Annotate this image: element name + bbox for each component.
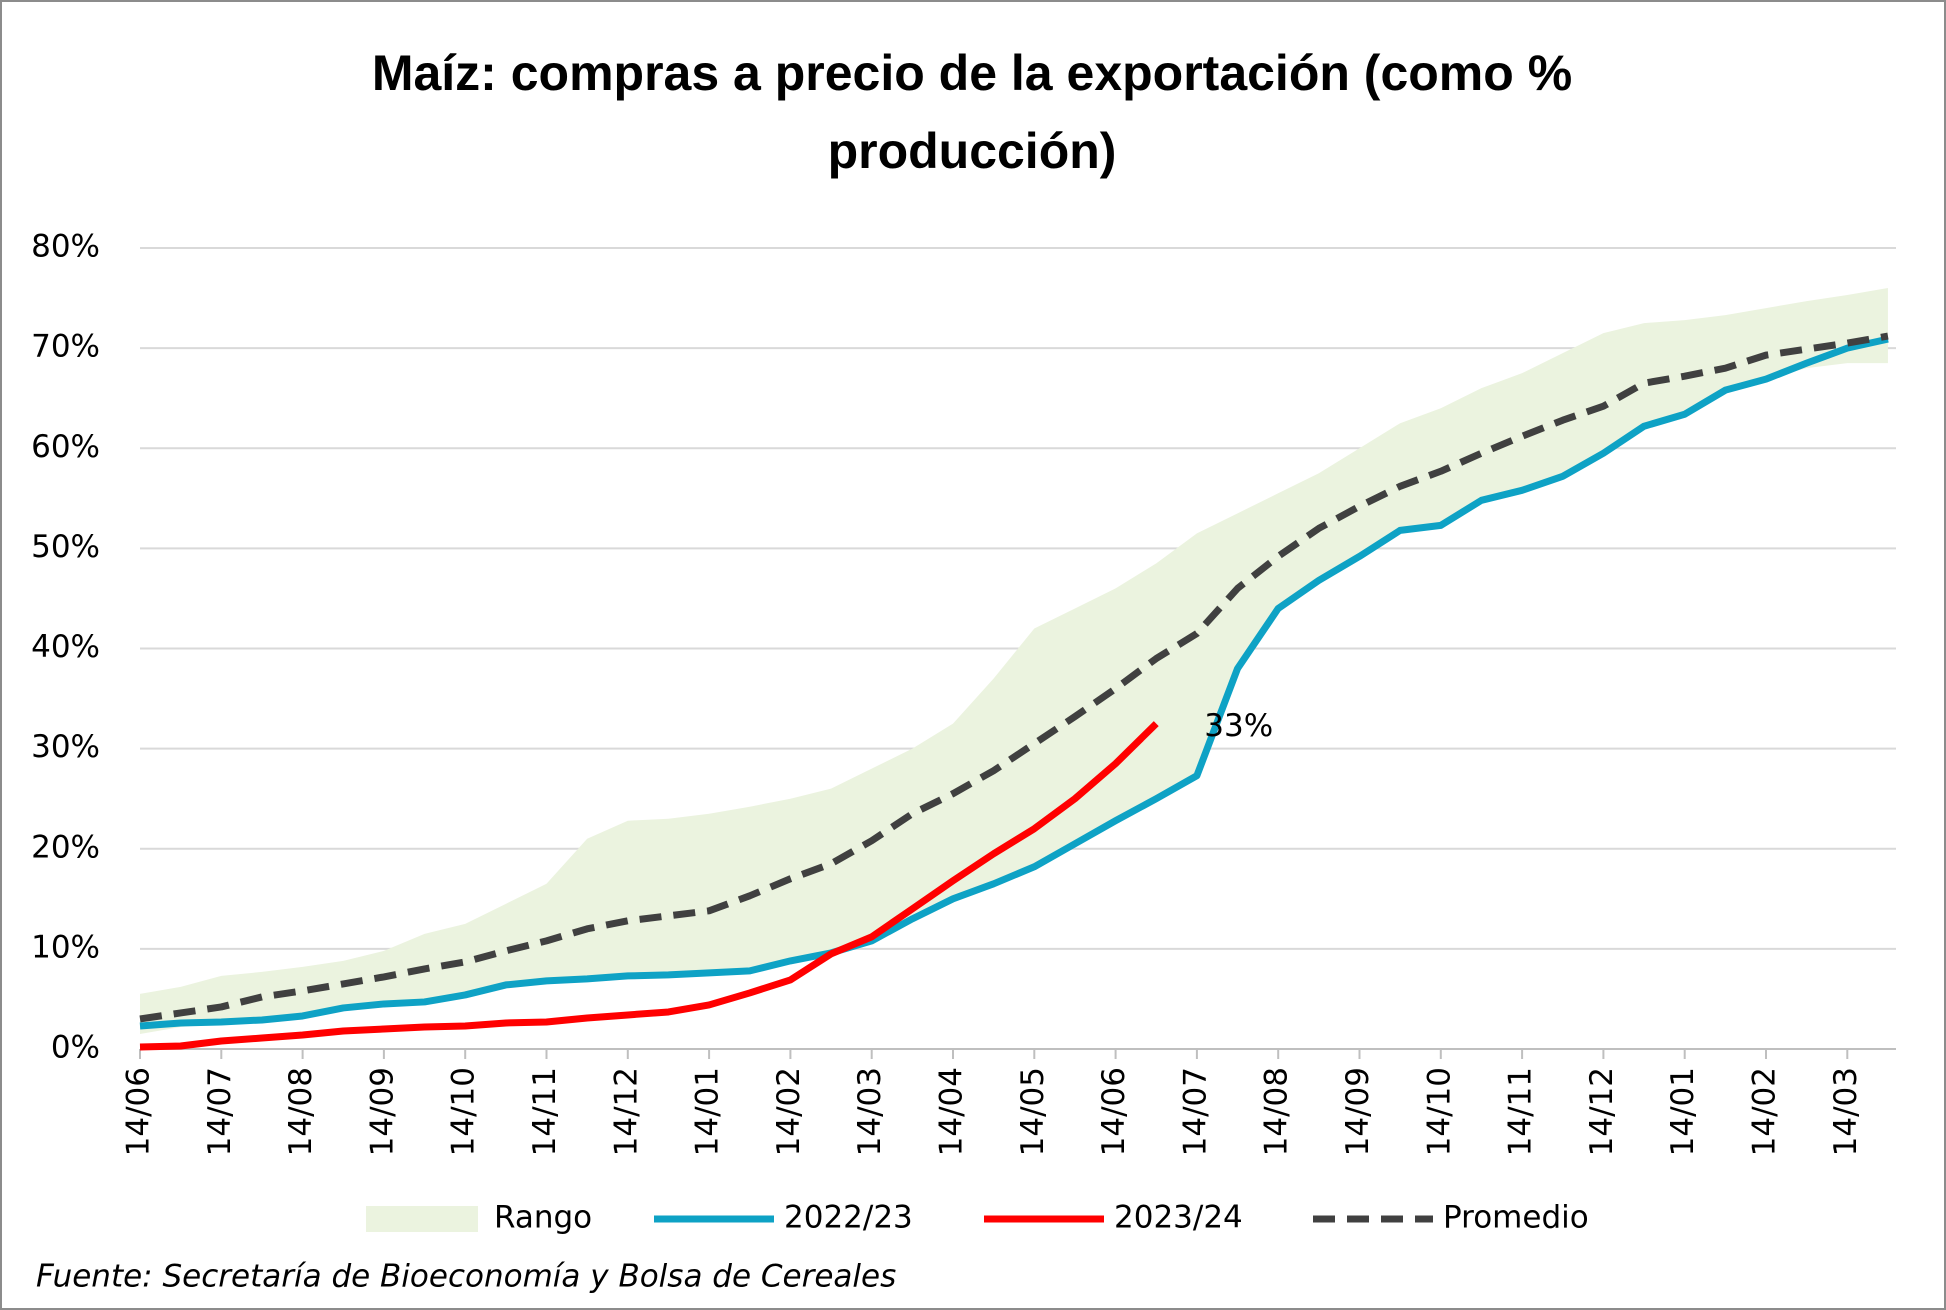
legend-swatch: [366, 1206, 478, 1232]
x-tick-label: 14/08: [1259, 1067, 1295, 1156]
x-tick-label: 14/02: [1747, 1067, 1783, 1156]
y-tick-label: 40%: [31, 629, 100, 665]
x-tick-label: 14/02: [771, 1067, 807, 1156]
x-tick-label: 14/06: [121, 1067, 157, 1156]
x-tick-label: 14/04: [934, 1067, 970, 1156]
x-tick-label: 14/10: [446, 1067, 482, 1156]
x-tick-label: 14/12: [1584, 1067, 1620, 1156]
x-tick-label: 14/05: [1015, 1067, 1051, 1156]
y-tick-label: 30%: [31, 729, 100, 765]
legend-label: Rango: [494, 1200, 592, 1236]
footnote: Fuente: Secretaría de Bioeconomía y Bols…: [36, 1259, 896, 1295]
x-tick-label: 14/03: [1828, 1067, 1864, 1156]
x-tick-label: 14/11: [1503, 1067, 1539, 1156]
chart-title: Maíz: compras a precio de la exportación…: [372, 45, 1572, 179]
y-tick-label: 10%: [31, 929, 100, 965]
x-tick-label: 14/07: [202, 1067, 238, 1156]
x-tick-label: 14/09: [1340, 1067, 1376, 1156]
series-line: [139, 332, 1889, 1023]
legend-label: 2023/24: [1114, 1200, 1243, 1236]
x-tick-label: 14/06: [1096, 1067, 1132, 1156]
legend-label: 2022/23: [784, 1200, 913, 1236]
y-tick-label: 80%: [31, 229, 100, 265]
end-label: 33%: [1204, 708, 1273, 744]
x-tick-label: 14/12: [608, 1067, 644, 1156]
x-tick-label: 14/03: [852, 1067, 888, 1156]
y-tick-label: 0%: [51, 1030, 100, 1066]
y-tick-label: 20%: [31, 829, 100, 865]
y-tick-label: 60%: [31, 429, 100, 465]
legend-label: Promedio: [1443, 1200, 1589, 1236]
range-area: [140, 288, 1888, 1034]
series-line: [139, 721, 1159, 1051]
x-tick-label: 14/01: [1665, 1067, 1701, 1156]
x-tick-label: 14/09: [364, 1067, 400, 1156]
x-tick-label: 14/01: [690, 1067, 726, 1156]
y-tick-label: 50%: [31, 529, 100, 565]
y-tick-label: 70%: [31, 329, 100, 365]
series-line: [139, 335, 1889, 1030]
x-tick-label: 14/07: [1177, 1067, 1213, 1156]
x-tick-label: 14/10: [1421, 1067, 1457, 1156]
x-tick-label: 14/08: [283, 1067, 319, 1156]
x-tick-label: 14/11: [527, 1067, 563, 1156]
